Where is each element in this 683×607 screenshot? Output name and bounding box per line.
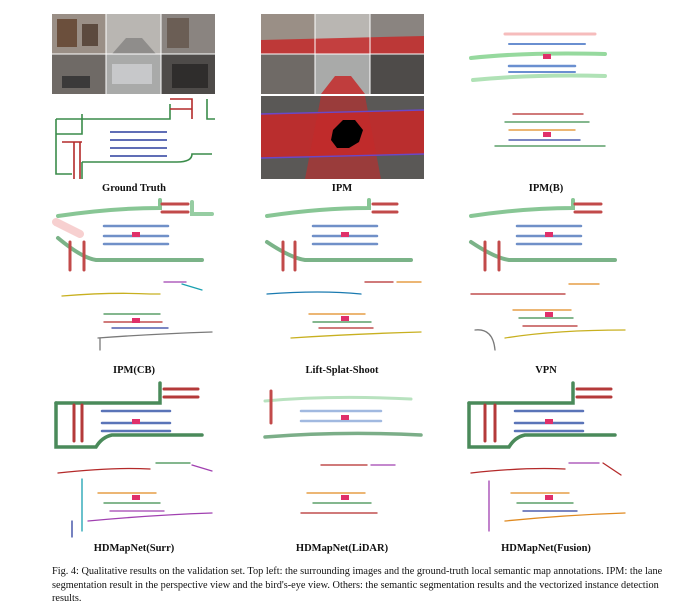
ipm-cb-image — [52, 198, 214, 351]
ground-truth-image — [52, 14, 215, 179]
label-hdmapnet-fusion: HDMapNet(Fusion) — [501, 543, 591, 554]
hdmapnet-surr-panel — [52, 381, 215, 541]
ipm-cb-panel — [52, 198, 215, 356]
ipm-image — [261, 14, 424, 179]
label-ipm-b: IPM(B) — [528, 183, 564, 194]
ipm-b-panel — [465, 14, 628, 174]
label-ipm-cb: IPM(CB) — [113, 365, 155, 376]
hdmapnet-lidar-image — [263, 389, 423, 514]
ipm-b-image — [469, 32, 607, 147]
vpn-panel — [465, 198, 628, 356]
label-hdmapnet-surr: HDMapNet(Surr) — [93, 543, 175, 554]
label-ground-truth: Ground Truth — [102, 183, 166, 194]
figure-caption: Fig. 4: Qualitative results on the valid… — [52, 566, 663, 604]
label-ipm: IPM — [331, 183, 353, 194]
label-vpn: VPN — [535, 365, 557, 376]
hdmapnet-surr-image — [54, 381, 213, 538]
vpn-image — [469, 198, 626, 351]
lss-panel — [261, 198, 424, 356]
hdmapnet-fusion-panel — [465, 381, 628, 541]
ground-truth-panel — [52, 14, 215, 184]
ipm-panel — [261, 14, 424, 179]
lss-image — [265, 198, 422, 339]
hdmapnet-lidar-panel — [261, 381, 424, 541]
label-lss: Lift-Splat-Shoot — [305, 365, 379, 376]
label-hdmapnet-lidar: HDMapNet(LiDAR) — [295, 543, 389, 554]
hdmapnet-fusion-image — [467, 381, 626, 532]
